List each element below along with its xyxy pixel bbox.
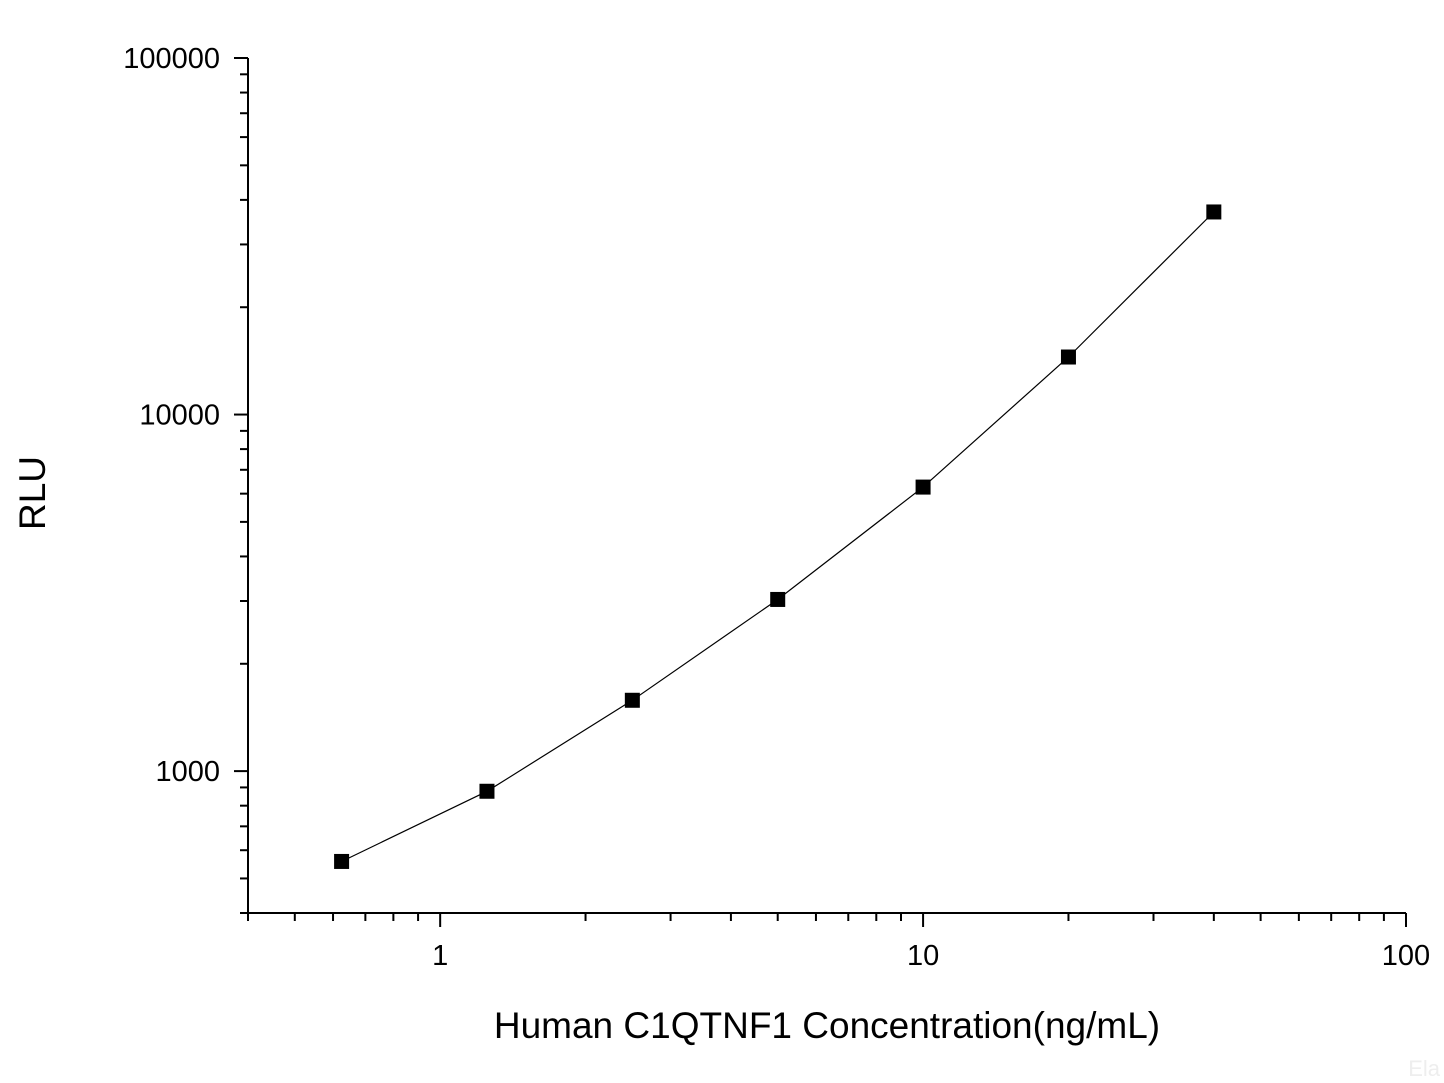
watermark-text: Ela — [1408, 1056, 1441, 1081]
data-point — [334, 853, 350, 869]
data-point — [1060, 349, 1076, 365]
x-axis-title: Human C1QTNF1 Concentration(ng/mL) — [494, 1005, 1160, 1046]
x-tick-label: 1 — [432, 940, 448, 972]
y-tick-label: 1000 — [155, 756, 220, 788]
x-tick-label: 100 — [1382, 940, 1430, 972]
data-point — [1206, 204, 1222, 220]
axes: 1 10 100 1000 10000 100000 — [123, 43, 1430, 972]
data-point — [624, 692, 640, 708]
data-point — [770, 591, 786, 607]
data-points — [334, 204, 1222, 869]
series-line — [341, 211, 1215, 863]
y-axis-title: RLU — [12, 456, 53, 530]
y-tick-label: 10000 — [139, 400, 220, 432]
x-tick-label: 10 — [907, 940, 939, 972]
data-point — [479, 783, 495, 799]
y-tick-label: 100000 — [123, 43, 220, 75]
fitted-curve — [341, 211, 1215, 863]
data-point — [915, 479, 931, 495]
